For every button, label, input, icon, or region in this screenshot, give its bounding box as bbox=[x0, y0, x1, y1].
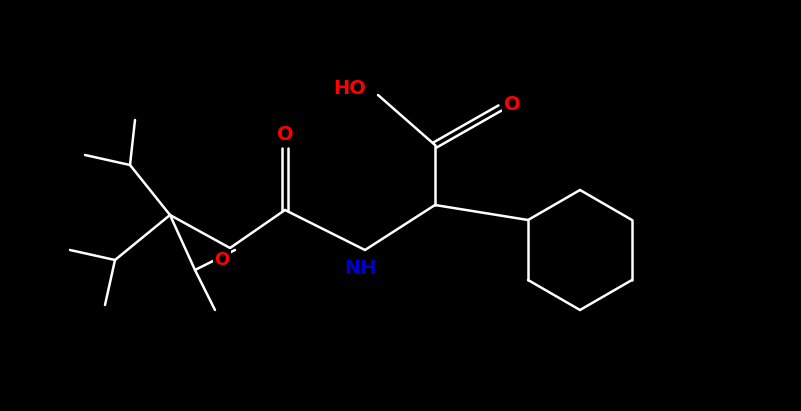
Text: O: O bbox=[276, 125, 293, 143]
Text: O: O bbox=[215, 251, 230, 269]
Text: HO: HO bbox=[333, 79, 366, 99]
Text: NH: NH bbox=[344, 259, 376, 277]
Text: O: O bbox=[504, 95, 521, 113]
